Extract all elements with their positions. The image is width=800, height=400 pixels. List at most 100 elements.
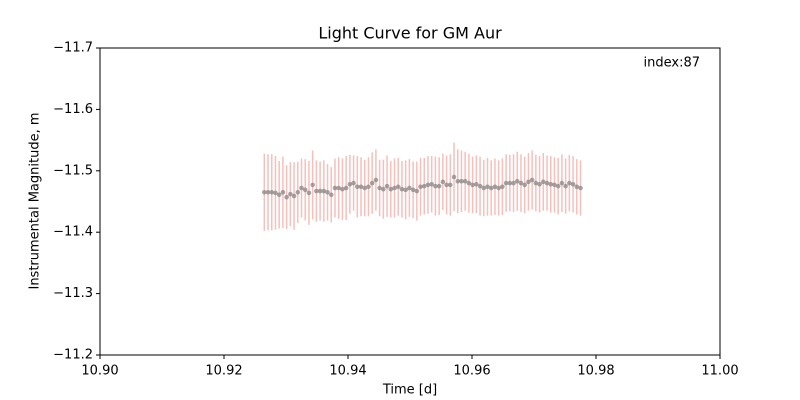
data-point: [280, 189, 286, 195]
data-point: [421, 183, 427, 189]
data-point: [488, 185, 494, 191]
data-point: [481, 185, 487, 191]
data-point: [340, 186, 345, 192]
data-point: [470, 182, 475, 188]
data-point: [295, 189, 301, 195]
data-point: [321, 188, 327, 194]
data-point: [436, 183, 442, 189]
data-point: [291, 193, 297, 199]
y-tick-label: −11.4: [53, 225, 93, 240]
data-point: [310, 182, 315, 188]
data-point: [511, 180, 516, 186]
data-point: [399, 186, 405, 192]
data-point: [477, 183, 483, 189]
data-point: [262, 189, 267, 195]
y-tick-label: −11.5: [53, 163, 93, 178]
data-point: [306, 190, 312, 196]
data-point: [429, 182, 435, 187]
data-point: [343, 185, 349, 191]
data-point: [358, 184, 364, 190]
data-point: [269, 189, 275, 195]
data-point: [474, 182, 479, 187]
data-point: [317, 188, 323, 194]
data-point: [362, 185, 368, 191]
annotation: index:87: [644, 56, 701, 71]
data-point: [466, 180, 472, 186]
x-axis-label: Time [d]: [382, 383, 437, 398]
data-point: [578, 185, 583, 191]
data-point: [403, 187, 408, 193]
data-point: [496, 185, 501, 191]
data-point: [336, 185, 342, 191]
y-tick-label: −11.3: [53, 286, 93, 301]
data-point: [563, 183, 568, 189]
data-point: [351, 180, 356, 186]
data-point: [273, 190, 278, 196]
data-point: [410, 187, 416, 193]
data-point: [485, 184, 490, 190]
data-point: [492, 184, 498, 190]
data-point: [407, 185, 412, 191]
data-point: [537, 182, 542, 187]
data-point: [451, 174, 457, 180]
data-point: [533, 180, 539, 186]
data-point: [455, 178, 461, 184]
data-point: [381, 186, 386, 192]
data-point: [503, 180, 509, 186]
data-point: [444, 182, 449, 188]
data-point: [276, 192, 282, 198]
data-point: [377, 185, 382, 191]
data-point: [448, 182, 453, 188]
data-point: [314, 188, 319, 194]
data-point: [418, 184, 423, 190]
data-point: [395, 184, 401, 190]
data-point: [555, 183, 561, 189]
data-point: [440, 179, 446, 185]
x-tick-label: 10.98: [577, 364, 614, 379]
data-point: [288, 191, 293, 197]
data-point: [373, 177, 379, 183]
data-point: [514, 178, 520, 184]
data-point: [369, 180, 375, 186]
data-point: [392, 185, 397, 191]
x-tick-label: 10.92: [205, 364, 242, 379]
data-point: [518, 180, 524, 186]
y-axis-label: Instrumental Magnitude, m: [28, 112, 43, 289]
data-point: [384, 183, 390, 189]
data-point: [302, 187, 308, 193]
data-point: [529, 177, 535, 183]
data-point: [425, 182, 431, 188]
data-point: [328, 192, 334, 198]
data-point: [284, 194, 289, 200]
data-point: [548, 182, 554, 187]
data-point: [332, 185, 338, 191]
data-point: [559, 180, 565, 186]
y-tick-label: −11.6: [53, 102, 93, 117]
data-point: [507, 180, 513, 186]
data-point: [570, 182, 576, 187]
data-point: [541, 179, 546, 185]
data-point: [459, 178, 464, 184]
x-tick-label: 11.00: [701, 364, 738, 379]
data-point: [347, 182, 353, 187]
data-point: [355, 184, 360, 190]
data-point: [325, 189, 330, 195]
data-point: [433, 183, 438, 189]
data-point: [462, 178, 468, 184]
y-tick-label: −11.2: [53, 348, 93, 363]
data-point: [567, 180, 572, 186]
data-point: [388, 186, 394, 192]
data-point: [366, 184, 371, 190]
x-tick-label: 10.90: [81, 364, 118, 379]
x-tick-label: 10.96: [453, 364, 490, 379]
data-point: [574, 184, 580, 190]
plot-frame: [99, 47, 721, 356]
chart-title: Light Curve for GM Aur: [318, 24, 502, 43]
y-tick-label: −11.7: [53, 41, 93, 56]
data-point: [526, 179, 531, 185]
data-point: [522, 182, 527, 188]
data-point: [265, 189, 271, 195]
data-point: [552, 182, 557, 188]
data-point: [500, 184, 505, 190]
